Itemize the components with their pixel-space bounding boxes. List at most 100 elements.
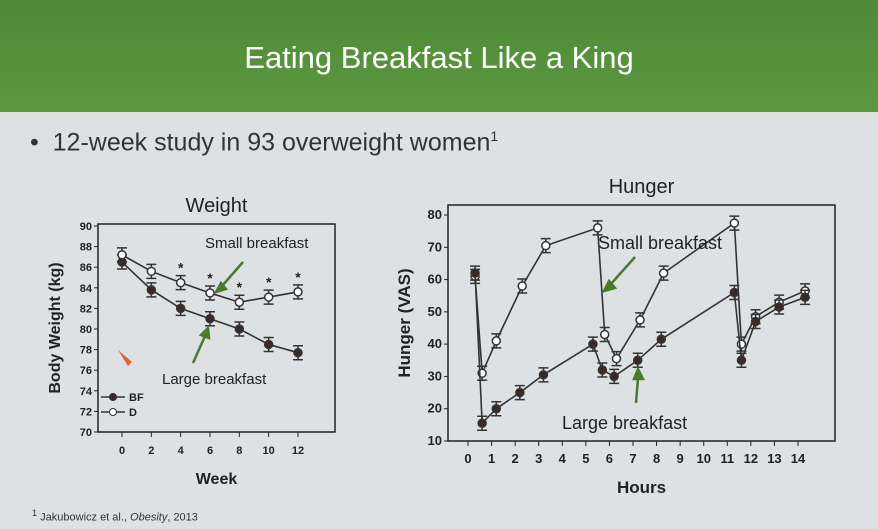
y-axis-label: Body Weight (kg) [47, 262, 64, 393]
data-point [800, 292, 810, 303]
data-point [293, 287, 303, 297]
y-tick-label: 60 [428, 272, 442, 287]
annotation-large-breakfast: Large breakfast [162, 371, 267, 388]
y-tick-label: 78 [80, 345, 92, 357]
chart-title: Hunger [609, 176, 675, 198]
title-band [0, 0, 878, 112]
data-point [592, 223, 603, 233]
data-point [632, 355, 643, 366]
y-tick-label: 40 [428, 336, 442, 351]
data-point [736, 355, 747, 366]
legend-marker [109, 408, 117, 416]
y-tick-label: 90 [80, 221, 92, 233]
data-point [491, 336, 502, 346]
data-point [263, 339, 274, 350]
series-line-1 [474, 273, 806, 426]
x-tick-label: 8 [653, 451, 660, 466]
y-tick-label: 80 [428, 207, 442, 222]
data-point [588, 339, 598, 349]
data-point [599, 329, 610, 340]
y-tick-label: 20 [428, 401, 442, 416]
data-point [470, 268, 480, 278]
x-tick-label: 4 [559, 451, 567, 466]
x-tick-label: 5 [582, 451, 589, 466]
slide-title: Eating Breakfast Like a King [244, 40, 634, 75]
x-tick-label: 12 [744, 451, 758, 466]
data-point [293, 347, 303, 358]
significance-star: * [237, 279, 243, 295]
data-point [729, 287, 740, 298]
x-tick-label: 10 [263, 445, 275, 457]
y-axis-label: Hunger (VAS) [395, 268, 414, 377]
bullet-text: 12-week study in 93 overweight women [52, 128, 491, 157]
y-tick-label: 74 [80, 386, 93, 398]
footnote-ref: 1 [32, 508, 38, 518]
x-axis-label: Hours [617, 478, 666, 497]
footnote-year: , 2013 [167, 511, 198, 524]
legend-label: BF [129, 392, 144, 404]
x-tick-label: 7 [629, 451, 636, 466]
footnote-authors: Jakubowicz et al., [37, 511, 131, 524]
y-tick-label: 30 [428, 368, 442, 383]
x-tick-label: 8 [236, 445, 242, 457]
x-tick-label: 14 [791, 451, 806, 466]
data-point [477, 418, 487, 428]
data-point [635, 315, 645, 325]
x-tick-label: 10 [696, 451, 710, 466]
data-point [263, 292, 274, 302]
x-tick-label: 6 [207, 445, 213, 457]
y-tick-label: 88 [80, 242, 92, 254]
data-point [517, 281, 527, 291]
chart-title: Weight [186, 195, 248, 217]
data-point [234, 297, 245, 307]
data-point [611, 353, 622, 364]
data-point [234, 324, 245, 334]
arrow-large-breakfast [632, 365, 646, 404]
data-point [597, 365, 608, 375]
x-tick-label: 11 [720, 451, 734, 466]
data-point [541, 240, 551, 251]
significance-star: * [295, 269, 301, 285]
footnote-journal: Obesity [130, 511, 168, 524]
significance-star: * [207, 270, 213, 286]
data-point [175, 303, 186, 314]
data-point [736, 339, 747, 349]
y-tick-label: 80 [80, 324, 92, 336]
data-point [774, 302, 784, 312]
data-point [658, 268, 669, 278]
y-tick-label: 86 [80, 262, 92, 274]
data-point [146, 266, 157, 277]
arrow-small-breakfast [601, 256, 636, 293]
pointer-cursor-icon [118, 350, 132, 366]
legend-marker [109, 393, 117, 401]
data-point [205, 313, 215, 324]
x-tick-label: 0 [119, 445, 125, 457]
bullet-point: • 12-week study in 93 overweight women1 [30, 128, 499, 157]
plot-frame [97, 223, 336, 433]
x-tick-label: 9 [677, 451, 684, 466]
data-point [538, 370, 549, 380]
data-point [175, 277, 186, 288]
y-tick-label: 10 [428, 433, 442, 448]
legend-label: D [129, 407, 137, 419]
data-point [515, 387, 525, 398]
data-point [609, 371, 619, 382]
x-axis-label: Week [196, 471, 238, 488]
x-tick-label: 13 [767, 451, 781, 466]
y-tick-label: 72 [80, 406, 92, 418]
data-point [117, 250, 127, 260]
y-tick-label: 70 [80, 427, 92, 439]
x-tick-label: 6 [606, 451, 613, 466]
x-tick-label: 3 [535, 451, 542, 466]
plot-frame [447, 204, 836, 442]
data-point [491, 403, 502, 414]
data-point [729, 218, 740, 228]
x-tick-label: 2 [148, 445, 154, 457]
x-tick-label: 4 [178, 445, 185, 457]
y-tick-label: 84 [80, 283, 93, 295]
data-point [146, 285, 157, 295]
y-tick-label: 50 [428, 304, 442, 319]
annotation-small-breakfast: Small breakfast [598, 233, 722, 253]
